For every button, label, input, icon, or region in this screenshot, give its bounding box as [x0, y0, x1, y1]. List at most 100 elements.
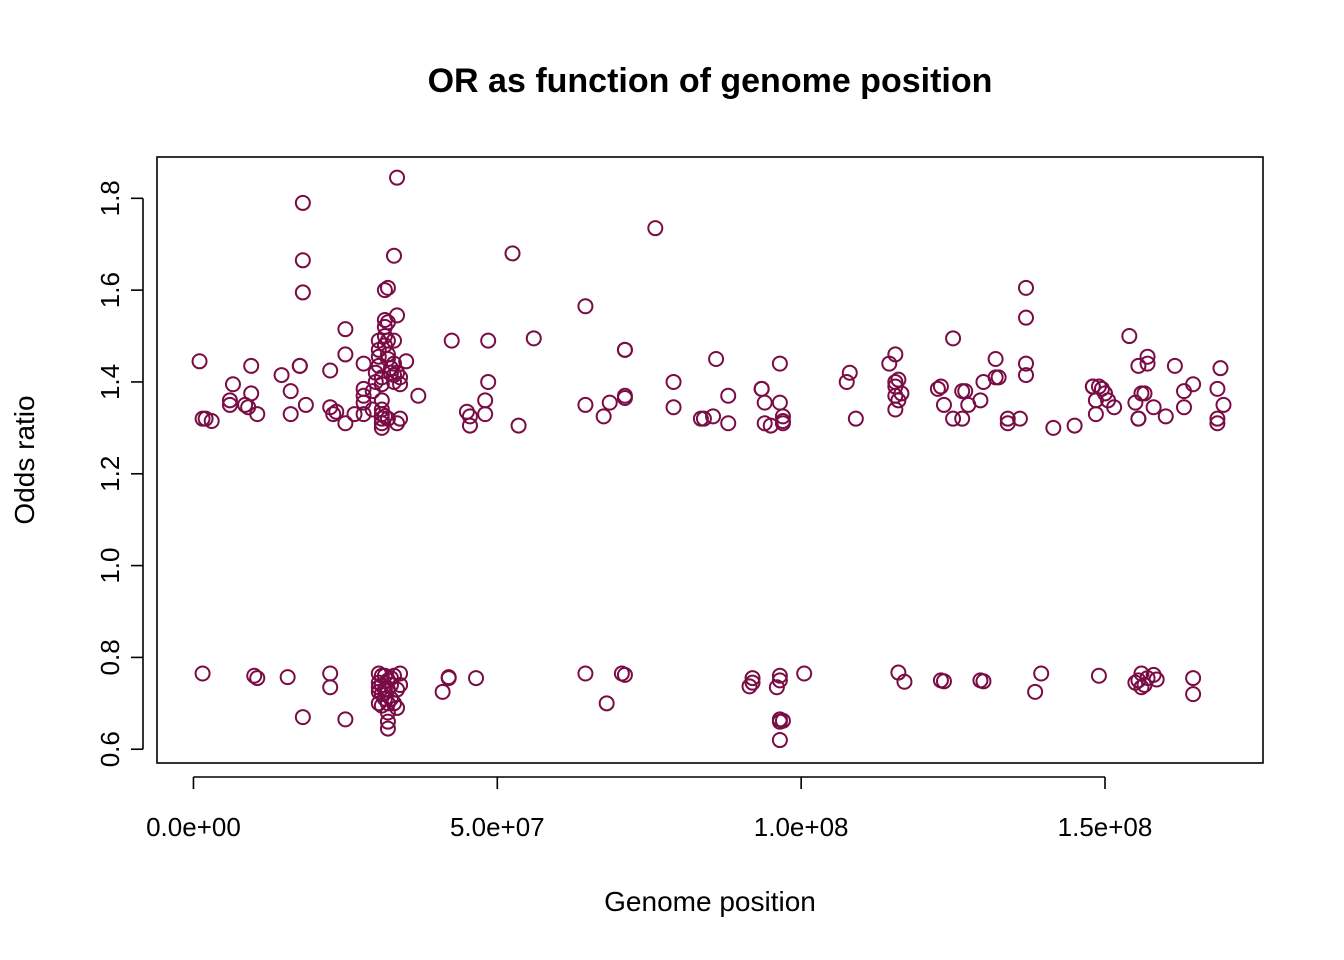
data-point	[355, 355, 372, 372]
data-point	[410, 387, 427, 404]
data-point	[461, 408, 478, 425]
data-point	[294, 194, 311, 211]
data-point	[741, 678, 758, 695]
data-point	[1212, 360, 1229, 377]
data-point	[480, 332, 497, 349]
x-tick-label: 0.0e+00	[146, 812, 241, 842]
data-point	[841, 364, 858, 381]
data-point	[224, 376, 241, 393]
data-point	[337, 346, 354, 363]
data-point	[771, 394, 788, 411]
data-point	[744, 670, 761, 687]
data-point	[392, 665, 409, 682]
data-point	[379, 410, 396, 427]
data-point	[1018, 355, 1034, 372]
y-tick-label: 1.8	[95, 180, 125, 216]
data-point	[346, 406, 363, 423]
data-point	[771, 732, 788, 749]
x-tick-label: 1.0e+08	[754, 812, 849, 842]
data-point	[389, 699, 406, 716]
data-point	[771, 667, 788, 684]
data-point	[337, 415, 354, 432]
x-axis: 0.0e+00 5.0e+07 1.0e+08 1.5e+08	[146, 776, 1153, 842]
data-points	[191, 169, 1232, 749]
data-point	[364, 401, 381, 418]
y-tick-label: 1.0	[95, 548, 125, 584]
x-tick-label: 5.0e+07	[450, 812, 545, 842]
data-point	[386, 247, 402, 264]
data-point	[480, 373, 497, 390]
data-point	[282, 406, 299, 423]
data-point	[294, 252, 311, 269]
data-point	[392, 410, 409, 427]
data-point	[774, 712, 791, 729]
data-point	[392, 676, 409, 693]
data-point	[273, 367, 290, 384]
y-tick-label: 1.4	[95, 364, 125, 400]
data-point	[322, 362, 339, 379]
data-point	[665, 399, 682, 416]
data-point	[1018, 279, 1034, 296]
data-point	[504, 245, 521, 262]
data-point	[389, 169, 406, 186]
data-point	[355, 387, 372, 404]
plot-frame	[156, 156, 1264, 764]
data-point	[1011, 410, 1028, 427]
data-point	[379, 713, 396, 730]
data-point	[601, 394, 618, 411]
data-point	[373, 410, 390, 427]
data-point	[386, 355, 402, 372]
data-point	[935, 396, 952, 413]
data-point	[945, 410, 962, 427]
data-point	[477, 392, 494, 409]
data-point	[243, 385, 260, 402]
data-point	[990, 369, 1007, 386]
data-point	[972, 392, 989, 409]
data-point	[246, 667, 263, 684]
data-point	[440, 669, 457, 686]
data-point	[616, 390, 633, 407]
data-point	[294, 284, 311, 301]
data-point	[847, 410, 864, 427]
data-point	[887, 346, 904, 363]
data-point	[322, 665, 339, 682]
data-point	[720, 415, 737, 432]
data-point	[203, 412, 220, 429]
data-point	[1185, 670, 1202, 687]
data-point	[935, 673, 952, 690]
data-point	[1145, 399, 1162, 416]
data-point	[708, 351, 725, 367]
data-point	[577, 298, 594, 315]
data-point	[1185, 376, 1202, 393]
x-tick-label: 1.5e+08	[1058, 812, 1153, 842]
data-point	[337, 711, 354, 728]
data-point	[1130, 357, 1147, 374]
data-point	[279, 669, 296, 686]
data-point	[1157, 408, 1174, 425]
data-point	[337, 321, 354, 338]
data-point	[1136, 385, 1153, 402]
data-point	[577, 396, 594, 413]
data-point	[774, 412, 791, 429]
data-point	[392, 369, 409, 386]
data-point	[1121, 328, 1138, 345]
data-point	[1033, 665, 1050, 682]
data-point	[243, 357, 260, 374]
data-point	[373, 376, 390, 393]
data-point	[929, 380, 946, 397]
data-point	[376, 282, 393, 299]
data-point	[945, 330, 962, 347]
data-point	[1090, 667, 1107, 684]
data-point	[771, 355, 788, 372]
data-point	[887, 401, 904, 418]
y-tick-label: 0.8	[95, 639, 125, 675]
data-point	[705, 408, 722, 425]
data-point	[379, 279, 396, 296]
data-point	[932, 378, 949, 395]
data-point	[461, 417, 478, 434]
data-point	[616, 341, 633, 358]
data-point	[1045, 419, 1062, 436]
data-point	[221, 396, 238, 413]
data-point	[1148, 671, 1165, 688]
x-axis-label: Genome position	[604, 886, 816, 917]
